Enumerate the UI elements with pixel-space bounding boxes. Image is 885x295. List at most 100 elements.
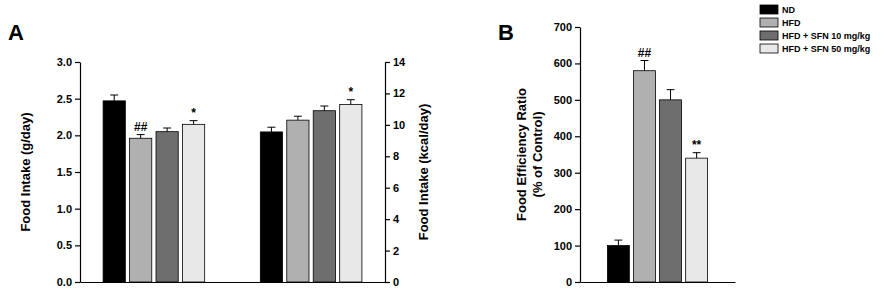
error-bar xyxy=(267,127,275,132)
error-bar xyxy=(693,153,701,158)
tick-label: 0.5 xyxy=(57,239,72,251)
tick-mark xyxy=(385,156,390,157)
legend: ND HFD HFD + SFN 10 mg/kg HFD + SFN 50 mg/k… xyxy=(760,5,870,54)
error-stem xyxy=(350,100,351,105)
error-cap xyxy=(294,116,302,117)
error-cap xyxy=(614,240,622,241)
error-cap xyxy=(163,128,171,129)
legend-item: HFD + SFN 50 mg/kg xyxy=(760,44,870,54)
error-stem xyxy=(670,90,671,100)
legend-item: HFD xyxy=(760,18,801,28)
bar xyxy=(260,132,282,282)
error-cap xyxy=(110,95,118,96)
y-axis-title: Food Intake (g/day) xyxy=(18,112,33,231)
tick-label: 8 xyxy=(393,150,399,162)
tick-mark xyxy=(75,282,80,283)
tick-label: 0.0 xyxy=(57,276,72,288)
tick: 2.0 xyxy=(57,129,80,141)
y-axis-title: (% of Control) xyxy=(530,112,545,198)
bar xyxy=(634,71,656,282)
error-bar xyxy=(137,135,145,139)
error-bar xyxy=(347,100,355,105)
error-bar xyxy=(320,106,328,111)
legend-label: HFD + SFN 10 mg/kg xyxy=(782,31,870,41)
tick-label: 10 xyxy=(393,119,405,131)
plot-area xyxy=(103,95,362,282)
significance: * xyxy=(191,106,196,120)
tick-mark xyxy=(75,172,80,173)
tick: 10 xyxy=(385,119,405,131)
tick: 0.5 xyxy=(57,239,80,251)
tick-label: 700 xyxy=(554,21,572,33)
axis-line xyxy=(581,282,736,283)
error-cap xyxy=(347,99,355,100)
tick-mark xyxy=(575,100,580,101)
tick-label: 0 xyxy=(393,276,399,288)
tick-mark xyxy=(75,135,80,136)
tick-mark xyxy=(385,219,390,220)
error-cap xyxy=(267,127,275,128)
tick-mark xyxy=(75,245,80,246)
y2-axis: 02468101214 xyxy=(385,56,406,288)
tick-label: 1.5 xyxy=(57,166,72,178)
error-bar xyxy=(667,90,675,100)
legend-swatch xyxy=(760,31,778,40)
legend-swatch xyxy=(760,5,778,14)
tick-mark xyxy=(575,173,580,174)
error-cap xyxy=(667,89,675,90)
bar xyxy=(660,100,682,282)
axis-line xyxy=(385,63,386,283)
tick-mark xyxy=(385,62,390,63)
y-axis-title: Food Efficiency Ratio xyxy=(514,88,529,221)
error-cap xyxy=(190,120,198,121)
legend-label: ND xyxy=(782,5,795,15)
legend-item: ND xyxy=(760,5,795,15)
error-stem xyxy=(193,121,194,125)
error-bar xyxy=(641,61,649,71)
axis-line xyxy=(80,63,81,283)
tick: 100 xyxy=(554,240,580,252)
tick: 4 xyxy=(385,213,400,225)
legend-item: HFD + SFN 10 mg/kg xyxy=(760,31,870,41)
tick-mark xyxy=(575,136,580,137)
tick-label: 2.0 xyxy=(57,129,72,141)
tick-label: 300 xyxy=(554,167,572,179)
tick-label: 400 xyxy=(554,130,572,142)
bar xyxy=(607,246,629,282)
legend-swatch xyxy=(760,18,778,27)
tick-mark xyxy=(75,99,80,100)
error-cap xyxy=(320,106,328,107)
panel-title: A xyxy=(8,20,24,45)
error-cap xyxy=(137,134,145,135)
tick-mark xyxy=(385,250,390,251)
figure: A##**0.00.51.01.52.02.53.002468101214Foo… xyxy=(0,0,885,295)
tick-label: 4 xyxy=(393,213,400,225)
legend-label: HFD + SFN 50 mg/kg xyxy=(782,44,870,54)
bar xyxy=(103,101,125,282)
tick-mark xyxy=(385,188,390,189)
tick-label: 600 xyxy=(554,57,572,69)
tick-label: 2 xyxy=(393,245,399,257)
bar xyxy=(287,120,309,282)
x-axis xyxy=(81,282,386,284)
bar xyxy=(340,104,362,282)
tick: 1.0 xyxy=(57,203,80,215)
tick: 2.5 xyxy=(57,93,80,105)
annotations: ##** xyxy=(638,46,702,152)
tick-label: 3.0 xyxy=(57,56,72,68)
error-stem xyxy=(696,153,697,158)
y2-axis-title: Food Intake (kcal/day) xyxy=(416,104,431,241)
y-axis: 0.0 0.5 1.0 1.5 2.0 2.5 3.0 xyxy=(57,56,81,288)
tick: 12 xyxy=(385,87,405,99)
tick-mark xyxy=(75,209,80,210)
legend-label: HFD xyxy=(782,18,801,28)
tick-label: 1.0 xyxy=(57,203,72,215)
error-stem xyxy=(140,135,141,139)
error-stem xyxy=(618,240,619,245)
annotations: ##** xyxy=(134,85,353,134)
error-bar xyxy=(163,128,171,132)
significance: ## xyxy=(638,46,652,60)
tick: 700 xyxy=(554,21,580,33)
tick: 3.0 xyxy=(57,56,80,68)
error-stem xyxy=(271,127,272,132)
